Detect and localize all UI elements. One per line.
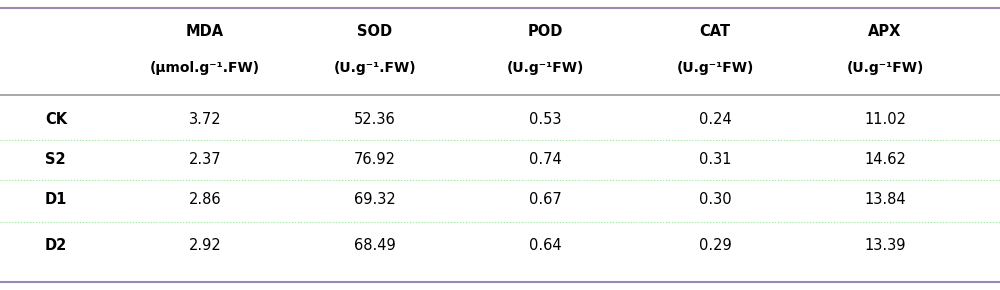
Text: 68.49: 68.49: [354, 238, 396, 253]
Text: 13.84: 13.84: [864, 193, 906, 208]
Text: 0.30: 0.30: [699, 193, 731, 208]
Text: (U.g⁻¹.FW): (U.g⁻¹.FW): [334, 61, 416, 75]
Text: (μmol.g⁻¹.FW): (μmol.g⁻¹.FW): [150, 61, 260, 75]
Text: 0.53: 0.53: [529, 113, 561, 128]
Text: APX: APX: [868, 24, 902, 39]
Text: 3.72: 3.72: [189, 113, 221, 128]
Text: (U.g⁻¹FW): (U.g⁻¹FW): [676, 61, 754, 75]
Text: 52.36: 52.36: [354, 113, 396, 128]
Text: D1: D1: [45, 193, 67, 208]
Text: 0.64: 0.64: [529, 238, 561, 253]
Text: MDA: MDA: [186, 24, 224, 39]
Text: CK: CK: [45, 113, 67, 128]
Text: 0.31: 0.31: [699, 153, 731, 168]
Text: 0.24: 0.24: [699, 113, 731, 128]
Text: 69.32: 69.32: [354, 193, 396, 208]
Text: 14.62: 14.62: [864, 153, 906, 168]
Text: (U.g⁻¹FW): (U.g⁻¹FW): [506, 61, 584, 75]
Text: D2: D2: [45, 238, 67, 253]
Text: 76.92: 76.92: [354, 153, 396, 168]
Text: 13.39: 13.39: [864, 238, 906, 253]
Text: 11.02: 11.02: [864, 113, 906, 128]
Text: 0.74: 0.74: [529, 153, 561, 168]
Text: (U.g⁻¹FW): (U.g⁻¹FW): [846, 61, 924, 75]
Text: 0.67: 0.67: [529, 193, 561, 208]
Text: SOD: SOD: [357, 24, 393, 39]
Text: 2.86: 2.86: [189, 193, 221, 208]
Text: CAT: CAT: [699, 24, 731, 39]
Text: 2.37: 2.37: [189, 153, 221, 168]
Text: 2.92: 2.92: [189, 238, 221, 253]
Text: POD: POD: [527, 24, 563, 39]
Text: S2: S2: [45, 153, 66, 168]
Text: 0.29: 0.29: [699, 238, 731, 253]
